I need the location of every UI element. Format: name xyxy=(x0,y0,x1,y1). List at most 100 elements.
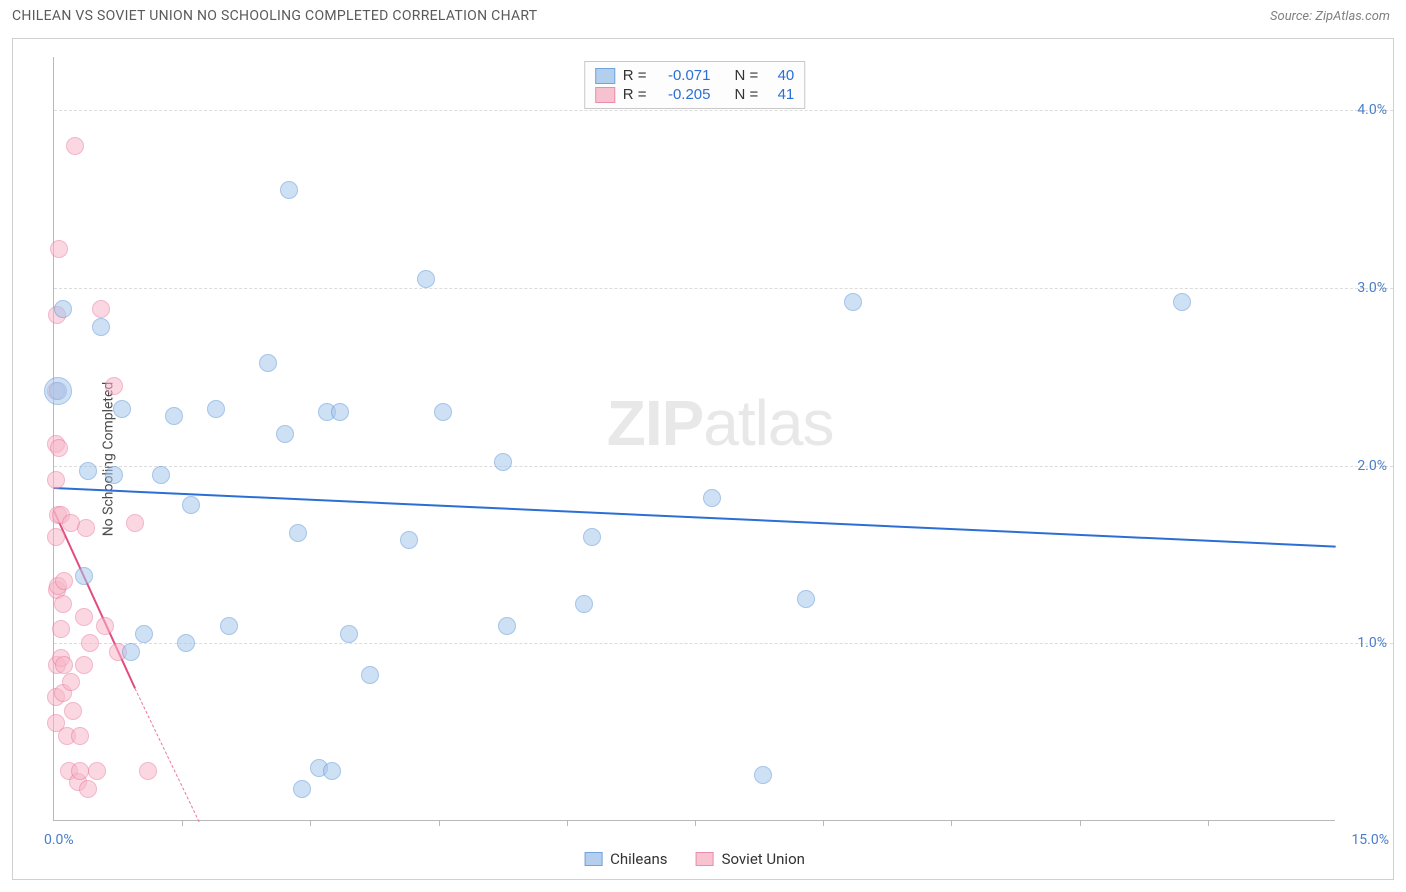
chilean-point xyxy=(79,462,97,480)
soviet-point xyxy=(75,656,93,674)
legend-label: Soviet Union xyxy=(722,850,805,868)
chilean-point xyxy=(844,293,862,311)
chilean-point xyxy=(323,762,341,780)
chart-title: CHILEAN VS SOVIET UNION NO SCHOOLING COM… xyxy=(12,8,537,24)
n-value: 40 xyxy=(766,67,794,84)
r-label: R = xyxy=(623,86,647,103)
gridline xyxy=(54,110,1393,111)
y-tick-label: 2.0% xyxy=(1357,458,1387,474)
chilean-point xyxy=(498,617,516,635)
y-tick-label: 4.0% xyxy=(1357,102,1387,118)
x-tick xyxy=(1208,820,1209,826)
chilean-point xyxy=(400,531,418,549)
watermark-rest: atlas xyxy=(703,387,833,459)
r-value: -0.205 xyxy=(655,86,711,103)
chilean-point xyxy=(340,625,358,643)
soviet-point xyxy=(50,439,68,457)
x-tick xyxy=(182,820,183,826)
x-tick xyxy=(1080,820,1081,826)
chilean-point xyxy=(105,466,123,484)
soviet-point xyxy=(71,727,89,745)
n-value: 41 xyxy=(766,86,794,103)
chilean-point xyxy=(417,270,435,288)
soviet-point xyxy=(71,762,89,780)
legend-series-item: Chileans xyxy=(584,850,667,868)
trend-line xyxy=(54,487,1336,548)
chilean-point xyxy=(207,400,225,418)
x-tick xyxy=(567,820,568,826)
chilean-point xyxy=(276,425,294,443)
chilean-point xyxy=(113,400,131,418)
x-axis-min: 0.0% xyxy=(44,832,74,848)
chilean-point xyxy=(575,595,593,613)
soviet-point xyxy=(55,656,73,674)
watermark: ZIPatlas xyxy=(607,386,834,460)
legend-stats-row: R =-0.205N =41 xyxy=(595,85,795,104)
soviet-point xyxy=(52,620,70,638)
soviet-point xyxy=(77,519,95,537)
chilean-point xyxy=(797,590,815,608)
chilean-point xyxy=(280,181,298,199)
chilean-point xyxy=(165,407,183,425)
x-tick xyxy=(695,820,696,826)
soviet-point xyxy=(96,617,114,635)
chilean-point xyxy=(220,617,238,635)
chilean-point xyxy=(54,300,72,318)
x-tick xyxy=(439,820,440,826)
soviet-point xyxy=(54,595,72,613)
legend-label: Chileans xyxy=(610,850,667,868)
soviet-point xyxy=(75,608,93,626)
chilean-point xyxy=(44,377,72,405)
chilean-point xyxy=(434,403,452,421)
soviet-point xyxy=(81,634,99,652)
gridline xyxy=(54,643,1393,644)
chilean-point xyxy=(182,496,200,514)
soviet-point xyxy=(47,471,65,489)
chilean-point xyxy=(293,780,311,798)
legend-swatch xyxy=(595,87,615,103)
soviet-point xyxy=(105,377,123,395)
legend-series-item: Soviet Union xyxy=(696,850,805,868)
soviet-point xyxy=(139,762,157,780)
soviet-point xyxy=(126,514,144,532)
chilean-point xyxy=(75,567,93,585)
soviet-point xyxy=(92,300,110,318)
chilean-point xyxy=(583,528,601,546)
plot-area: ZIPatlas R =-0.071N =40R =-0.205N =41 Ch… xyxy=(53,57,1335,821)
chilean-point xyxy=(331,403,349,421)
chart-container: No Schooling Completed ZIPatlas R =-0.07… xyxy=(12,38,1394,880)
y-tick-label: 1.0% xyxy=(1357,635,1387,651)
legend-stats-row: R =-0.071N =40 xyxy=(595,66,795,85)
r-value: -0.071 xyxy=(655,67,711,84)
chilean-point xyxy=(754,766,772,784)
watermark-bold: ZIP xyxy=(607,387,704,459)
legend-stats: R =-0.071N =40R =-0.205N =41 xyxy=(584,61,806,109)
chilean-point xyxy=(135,625,153,643)
legend-swatch xyxy=(584,852,602,866)
trend-line-extrapolated xyxy=(135,688,200,822)
chilean-point xyxy=(494,453,512,471)
chilean-point xyxy=(361,666,379,684)
chart-source: Source: ZipAtlas.com xyxy=(1270,9,1390,24)
y-tick-label: 3.0% xyxy=(1357,280,1387,296)
legend-swatch xyxy=(696,852,714,866)
soviet-point xyxy=(47,528,65,546)
chart-header: CHILEAN VS SOVIET UNION NO SCHOOLING COM… xyxy=(0,0,1406,28)
chilean-point xyxy=(152,466,170,484)
chilean-point xyxy=(1173,293,1191,311)
chilean-point xyxy=(92,318,110,336)
chilean-point xyxy=(122,643,140,661)
legend-swatch xyxy=(595,68,615,84)
soviet-point xyxy=(62,673,80,691)
x-tick xyxy=(310,820,311,826)
soviet-point xyxy=(79,780,97,798)
gridline xyxy=(54,288,1393,289)
chilean-point xyxy=(703,489,721,507)
x-tick xyxy=(823,820,824,826)
x-axis-max: 15.0% xyxy=(1351,832,1389,848)
soviet-point xyxy=(55,572,73,590)
chilean-point xyxy=(177,634,195,652)
n-label: N = xyxy=(735,67,759,84)
chilean-point xyxy=(259,354,277,372)
soviet-point xyxy=(50,240,68,258)
